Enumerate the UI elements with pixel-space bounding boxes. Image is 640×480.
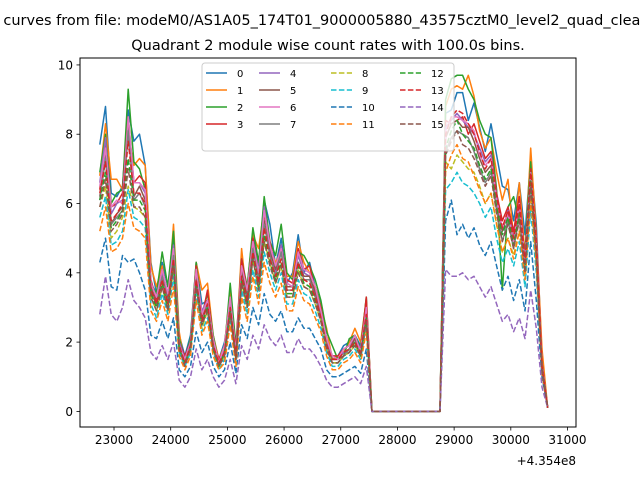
x-tick-label: 26000 bbox=[265, 433, 303, 447]
legend-label-7: 7 bbox=[290, 120, 296, 131]
x-tick-label: 30000 bbox=[492, 433, 530, 447]
legend-label-14: 14 bbox=[431, 103, 444, 114]
series-line-12 bbox=[99, 119, 549, 413]
x-tick-label: 29000 bbox=[435, 433, 473, 447]
x-tick-label: 31000 bbox=[548, 433, 586, 447]
x-tick-label: 24000 bbox=[152, 433, 190, 447]
figure-suptitle: Light curves from file: modeM0/AS1A05_17… bbox=[0, 13, 640, 29]
legend-label-2: 2 bbox=[237, 103, 243, 114]
legend-label-8: 8 bbox=[362, 69, 368, 80]
plot-area bbox=[99, 74, 549, 413]
series-line-11 bbox=[99, 143, 549, 413]
y-tick-label: 2 bbox=[65, 336, 73, 350]
legend-label-15: 15 bbox=[431, 120, 444, 131]
y-tick-label: 6 bbox=[65, 197, 73, 211]
legend-label-13: 13 bbox=[431, 86, 444, 97]
x-axis: 23000 24000 25000 26000 27000 28000 29000 30000… bbox=[95, 427, 587, 447]
axes-frame bbox=[79, 57, 577, 428]
y-axis: 0 2 4 6 8 10 bbox=[58, 58, 80, 419]
x-tick-label: 27000 bbox=[322, 433, 360, 447]
series-line-15 bbox=[99, 130, 549, 413]
legend-box bbox=[201, 62, 455, 152]
legend-label-0: 0 bbox=[237, 69, 243, 80]
legend-label-6: 6 bbox=[290, 103, 296, 114]
series-line-13 bbox=[99, 109, 549, 413]
legend-label-10: 10 bbox=[362, 103, 375, 114]
legend-label-1: 1 bbox=[237, 86, 243, 97]
y-tick-label: 4 bbox=[65, 266, 73, 280]
x-tick-label: 23000 bbox=[95, 433, 133, 447]
y-tick-label: 10 bbox=[58, 58, 73, 72]
legend-label-11: 11 bbox=[362, 120, 375, 131]
x-tick-label: 25000 bbox=[208, 433, 246, 447]
x-tick-label: 28000 bbox=[378, 433, 416, 447]
series-line-14 bbox=[99, 268, 549, 413]
legend-label-12: 12 bbox=[431, 69, 444, 80]
legend-label-9: 9 bbox=[362, 86, 368, 97]
x-offset-label: +4.354e8 bbox=[517, 454, 576, 468]
legend-label-5: 5 bbox=[290, 86, 296, 97]
series-line-5 bbox=[99, 119, 549, 413]
legend-label-4: 4 bbox=[290, 69, 296, 80]
series-layer bbox=[99, 74, 549, 413]
series-line-9 bbox=[99, 171, 549, 413]
y-tick-label: 0 bbox=[65, 405, 73, 419]
chart-title: Quadrant 2 module wise count rates with … bbox=[131, 38, 525, 54]
y-tick-label: 8 bbox=[65, 128, 73, 142]
series-line-10 bbox=[99, 199, 549, 413]
legend-label-3: 3 bbox=[237, 120, 243, 131]
